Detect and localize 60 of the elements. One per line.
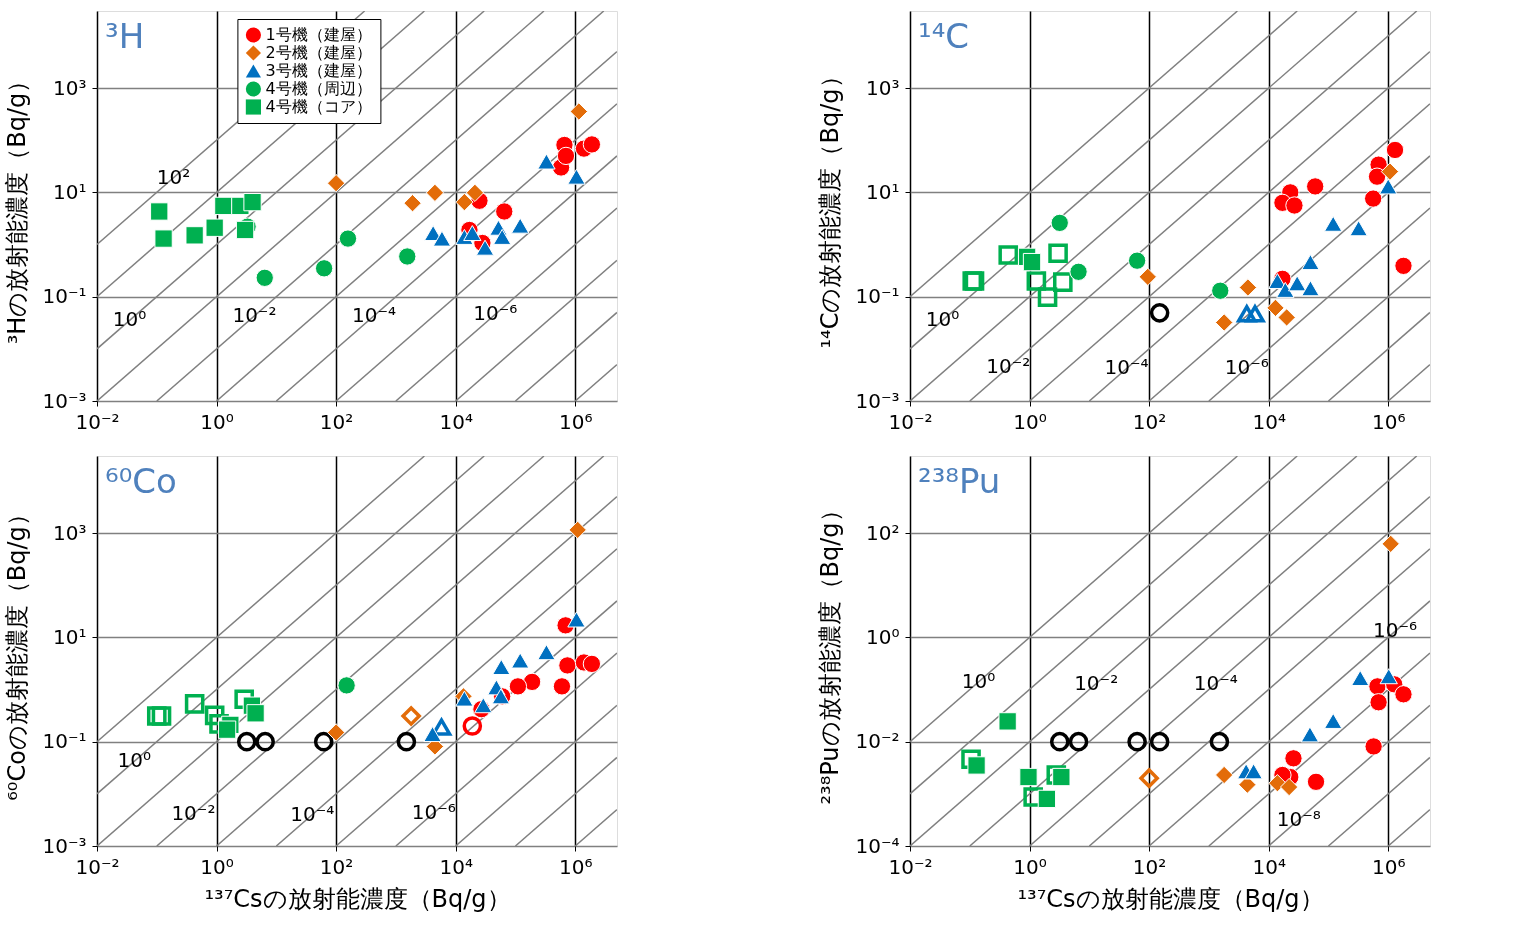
legend-label: 2号機（建屋） (265, 43, 372, 62)
x-tick-label: 10² (1132, 409, 1167, 434)
annotation: 10⁻⁴ (351, 302, 396, 327)
y-axis-title: ⁶⁰Coの放射能濃度（Bq/g） (3, 502, 32, 801)
y-tick-label: 10¹ (53, 624, 87, 649)
x-tick-label: 10⁰ (200, 854, 234, 879)
x-axis-title: ¹³⁷Csの放射能濃度（Bq/g） (204, 884, 511, 913)
x-tick-label: 10² (319, 409, 354, 434)
annotation: 10⁻² (232, 302, 277, 327)
annotation: 10⁻⁴ (290, 801, 335, 826)
annotation: 10⁻⁴ (1193, 670, 1238, 695)
annotation: 10⁻⁶ (1224, 354, 1269, 379)
y-axis-title: ³Hの放射能濃度（Bq/g） (3, 68, 32, 345)
y-tick-label: 10³ (866, 75, 900, 100)
x-tick-label: 10² (319, 854, 354, 879)
annotation: 10² (156, 164, 191, 189)
x-tick-label: 10⁶ (558, 409, 593, 434)
x-tick-label: 10⁰ (1013, 854, 1047, 879)
y-tick-label: 10¹ (866, 179, 900, 204)
annotation: 10⁻⁶ (411, 799, 456, 824)
x-tick-label: 10⁶ (558, 854, 593, 879)
x-tick-label: 10⁴ (439, 854, 473, 879)
x-tick-label: 10⁶ (1371, 409, 1406, 434)
annotation: 10⁻² (171, 801, 216, 826)
y-tick-label: 10⁻¹ (855, 284, 900, 309)
x-tick-label: 10⁴ (439, 409, 473, 434)
legend-label: 3号機（建屋） (265, 61, 372, 80)
y-tick-label: 10⁰ (866, 624, 900, 649)
legend-label: 1号機（建屋） (265, 25, 372, 44)
y-tick-label: 10⁻¹ (42, 284, 87, 309)
chart-title: ²³⁸Pu (918, 461, 1001, 501)
y-tick-label: 10¹ (53, 179, 87, 204)
y-axis-title: ¹⁴Cの放射能濃度（Bq/g） (816, 64, 845, 349)
x-axis-title: ¹³⁷Csの放射能濃度（Bq/g） (1017, 884, 1324, 913)
annotation: 10⁻⁴ (1104, 355, 1149, 380)
annotation: 10⁰ (961, 668, 996, 693)
y-tick-label: 10³ (53, 520, 87, 545)
y-tick-label: 10² (866, 520, 900, 545)
x-tick-label: 10⁰ (200, 409, 234, 434)
y-tick-label: 10⁻¹ (42, 729, 87, 754)
chart-title: ³H (105, 16, 145, 56)
annotation: 10⁰ (925, 307, 960, 332)
x-tick-label: 10⁴ (1252, 854, 1286, 879)
annotation: 10⁻² (1074, 670, 1119, 695)
y-tick-label: 10³ (53, 75, 87, 100)
x-tick-label: 10⁰ (1013, 409, 1047, 434)
x-tick-label: 10⁴ (1252, 409, 1286, 434)
annotation: 10⁻⁸ (1276, 806, 1321, 831)
legend-label: 4号機（コア） (265, 97, 372, 116)
legend-label: 4号機（周辺） (265, 79, 372, 98)
chart-title: ¹⁴C (918, 16, 969, 56)
annotation: 10⁻⁶ (473, 301, 518, 326)
annotation: 10⁻² (986, 354, 1031, 379)
x-tick-label: 10² (1132, 854, 1167, 879)
x-tick-label: 10⁶ (1371, 854, 1406, 879)
y-tick-label: 10⁻² (855, 729, 900, 754)
chart-title: ⁶⁰Co (105, 461, 177, 501)
annotation: 10⁰ (117, 748, 151, 773)
annotation: 10⁰ (112, 307, 147, 332)
y-axis-title: ²³⁸Puの放射能濃度（Bq/g） (816, 498, 845, 805)
